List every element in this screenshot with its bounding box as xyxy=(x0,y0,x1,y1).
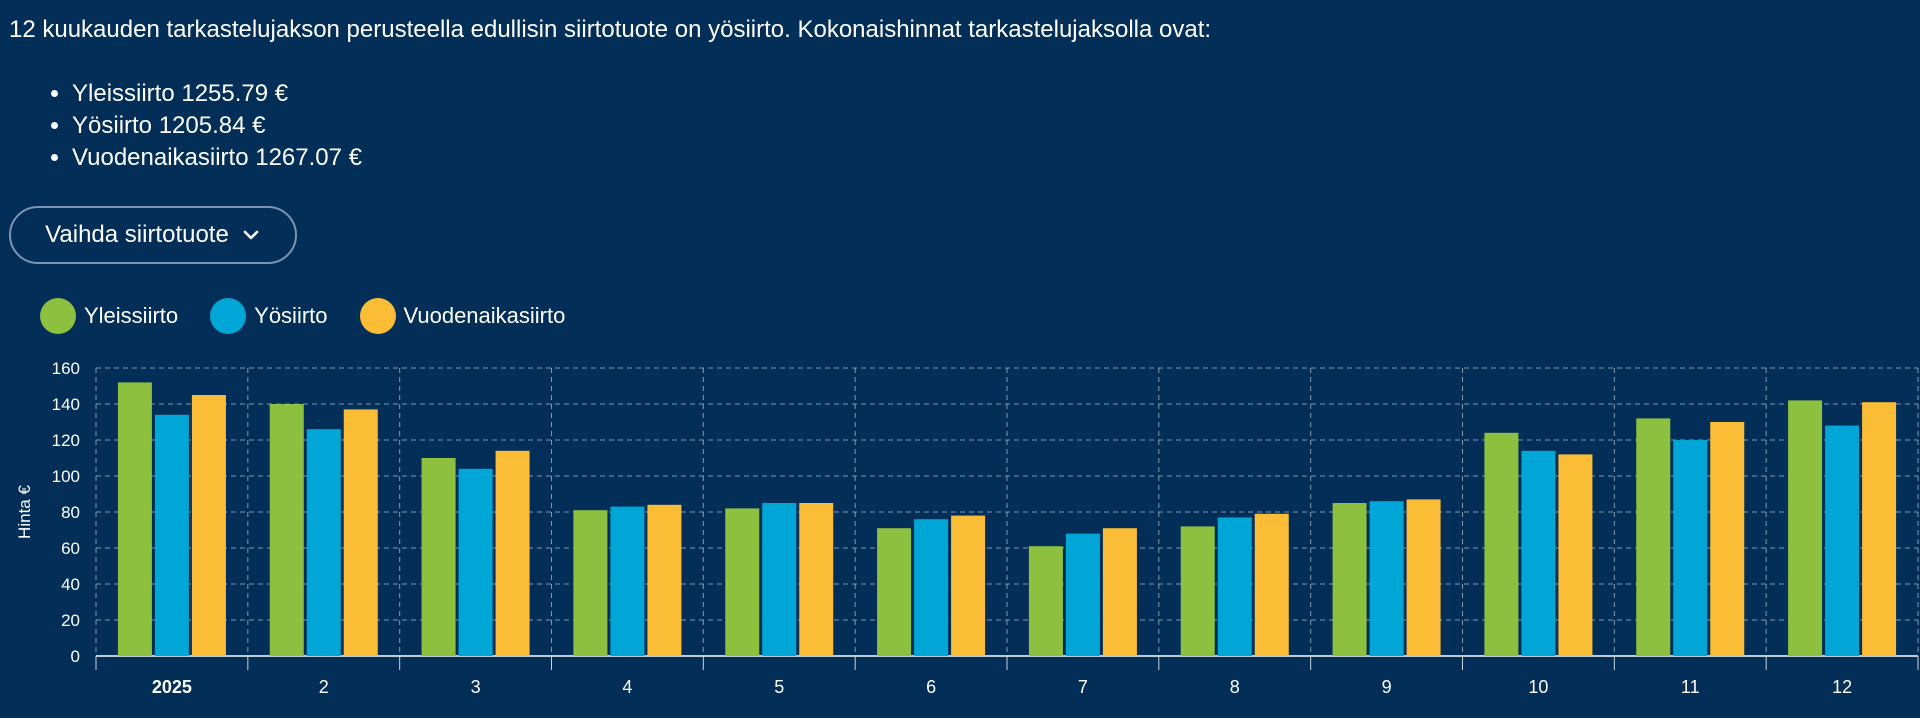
bar-y-siirto-12 xyxy=(1825,425,1860,656)
bar-y-siirto-4 xyxy=(610,506,645,656)
legend-swatch xyxy=(210,298,247,334)
bar-vuodenaikasiirto-7 xyxy=(1102,528,1137,656)
bar-yleissiirto-12 xyxy=(1788,400,1823,656)
bar-vuodenaikasiirto-10 xyxy=(1558,454,1593,656)
y-tick-label: 20 xyxy=(61,611,80,630)
bar-yleissiirto-9 xyxy=(1332,503,1367,656)
y-tick-label: 0 xyxy=(71,647,80,666)
totals-list: Yleissiirto 1255.79 € Yösiirto 1205.84 €… xyxy=(44,78,362,174)
bar-yleissiirto-2025 xyxy=(117,382,152,656)
legend-label: Yösiirto xyxy=(254,303,328,328)
x-tick-label: 10 xyxy=(1528,677,1548,697)
x-tick-label: 3 xyxy=(471,677,481,697)
chevron-down-icon xyxy=(243,230,259,240)
bar-yleissiirto-11 xyxy=(1636,418,1671,656)
bar-y-siirto-8 xyxy=(1217,517,1252,656)
bar-y-siirto-10 xyxy=(1521,450,1556,656)
x-tick-label: 2 xyxy=(319,677,329,697)
y-tick-label: 160 xyxy=(52,359,80,378)
legend-swatch xyxy=(359,298,396,334)
change-product-button[interactable]: Vaihda siirtotuote xyxy=(9,206,297,264)
bar-vuodenaikasiirto-12 xyxy=(1862,402,1897,656)
legend-item-yleissiirto[interactable]: Yleissiirto xyxy=(40,298,178,334)
bar-vuodenaikasiirto-2025 xyxy=(191,395,226,656)
bar-chart: 0 20 40 60 80 100 120 140 160 2025 2 3 4 5 6 7 8 9 10 11 12 H… xyxy=(15,359,1919,697)
y-tick-label: 120 xyxy=(52,431,80,450)
bar-vuodenaikasiirto-6 xyxy=(951,515,986,656)
x-tick-label: 5 xyxy=(774,677,784,697)
bar-vuodenaikasiirto-9 xyxy=(1406,499,1441,656)
bar-yleissiirto-8 xyxy=(1180,526,1215,656)
x-tick-label: 4 xyxy=(622,677,632,697)
y-axis-label: Hinta € xyxy=(15,485,34,539)
bar-yleissiirto-6 xyxy=(877,528,912,656)
bar-yleissiirto-4 xyxy=(573,510,608,656)
bar-vuodenaikasiirto-11 xyxy=(1710,422,1745,656)
legend-swatch xyxy=(40,298,76,334)
x-tick-label: 7 xyxy=(1078,677,1088,697)
y-tick-label: 140 xyxy=(52,395,80,414)
bar-y-siirto-7 xyxy=(1065,533,1100,656)
y-tick-label: 80 xyxy=(61,503,80,522)
bar-vuodenaikasiirto-3 xyxy=(495,450,530,656)
chart-legend: Yleissiirto Yösiirto Vuodenaikasiirto xyxy=(40,298,565,334)
x-tick-label: 6 xyxy=(926,677,936,697)
total-item-yleissiirto: Yleissiirto 1255.79 € xyxy=(72,78,362,110)
bar-yleissiirto-3 xyxy=(421,458,456,656)
bar-vuodenaikasiirto-2 xyxy=(343,409,378,656)
legend-label: Vuodenaikasiirto xyxy=(403,303,566,328)
x-tick-label: 9 xyxy=(1382,677,1392,697)
bar-vuodenaikasiirto-8 xyxy=(1254,513,1289,656)
x-tick-label: 11 xyxy=(1681,677,1700,697)
bar-vuodenaikasiirto-4 xyxy=(647,504,682,656)
bar-y-siirto-5 xyxy=(762,503,797,656)
bar-vuodenaikasiirto-5 xyxy=(799,503,834,656)
total-item-vuodenaikasiirto: Vuodenaikasiirto 1267.07 € xyxy=(72,142,362,174)
bar-y-siirto-9 xyxy=(1369,501,1404,656)
bar-yleissiirto-2 xyxy=(269,404,304,656)
y-tick-label: 100 xyxy=(52,467,80,486)
bar-y-siirto-6 xyxy=(914,519,949,656)
legend-item-yosiirto[interactable]: Yösiirto xyxy=(210,298,328,334)
y-tick-label: 40 xyxy=(61,575,80,594)
bar-yleissiirto-7 xyxy=(1028,546,1063,656)
intro-text: 12 kuukauden tarkastelujakson perusteell… xyxy=(9,16,1212,43)
change-product-label: Vaihda siirtotuote xyxy=(45,221,229,248)
bar-y-siirto-3 xyxy=(458,468,493,656)
total-item-yosiirto: Yösiirto 1205.84 € xyxy=(72,110,362,142)
x-tick-label: 8 xyxy=(1230,677,1240,697)
x-tick-label: 12 xyxy=(1832,677,1852,697)
x-tick-label: 2025 xyxy=(152,677,192,697)
bar-y-siirto-2025 xyxy=(154,414,189,656)
bar-yleissiirto-10 xyxy=(1484,432,1519,656)
legend-label: Yleissiirto xyxy=(84,303,179,328)
y-tick-label: 60 xyxy=(61,539,80,558)
bar-y-siirto-2 xyxy=(306,429,341,656)
bar-y-siirto-11 xyxy=(1673,440,1708,656)
bar-yleissiirto-5 xyxy=(725,508,760,656)
legend-item-vuodenaikasiirto[interactable]: Vuodenaikasiirto xyxy=(359,298,566,334)
